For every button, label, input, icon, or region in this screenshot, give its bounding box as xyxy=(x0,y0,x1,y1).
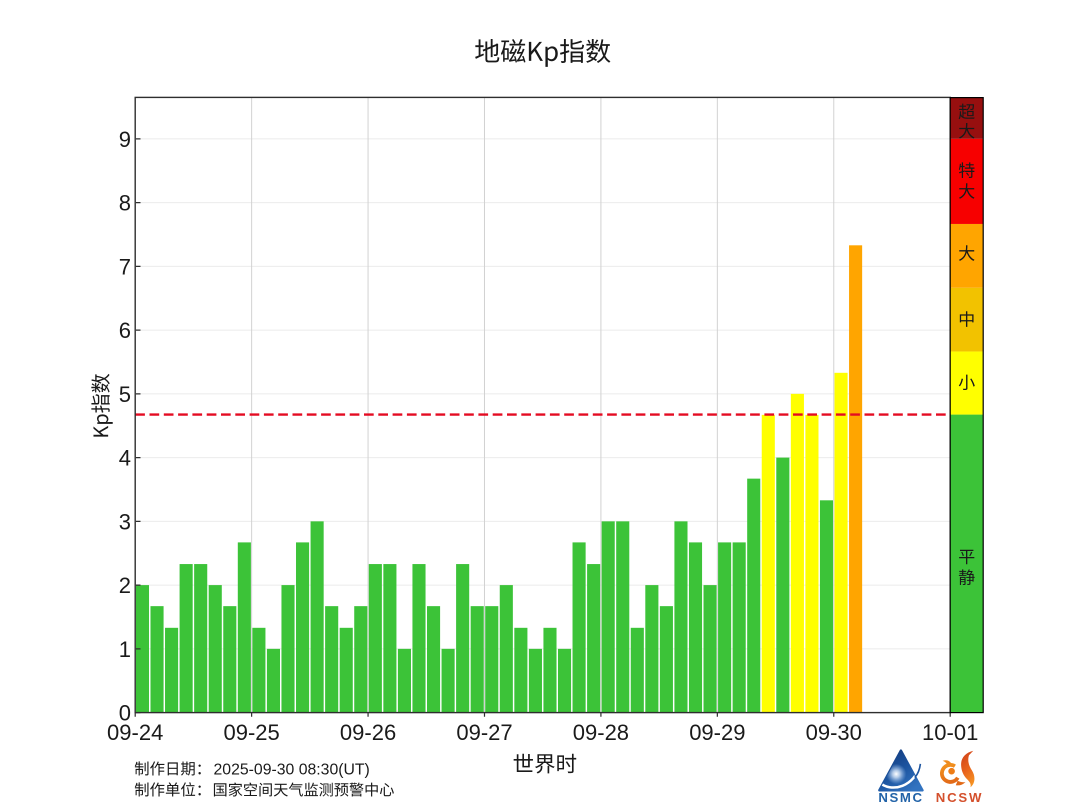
svg-text:09-30: 09-30 xyxy=(806,720,862,745)
svg-text:10-01: 10-01 xyxy=(922,720,978,745)
svg-text:NCSW: NCSW xyxy=(936,790,984,805)
svg-text:09-24: 09-24 xyxy=(107,720,163,745)
svg-text:6: 6 xyxy=(119,318,131,343)
svg-text:09-25: 09-25 xyxy=(223,720,279,745)
svg-text:1: 1 xyxy=(119,637,131,662)
svg-text:7: 7 xyxy=(119,254,131,279)
svg-text:09-28: 09-28 xyxy=(573,720,629,745)
svg-text:8: 8 xyxy=(119,191,131,216)
svg-text:09-27: 09-27 xyxy=(456,720,512,745)
svg-text:09-29: 09-29 xyxy=(689,720,745,745)
svg-text:09-26: 09-26 xyxy=(340,720,396,745)
svg-text:5: 5 xyxy=(119,382,131,407)
svg-text:2: 2 xyxy=(119,573,131,598)
svg-text:3: 3 xyxy=(119,509,131,534)
svg-text:4: 4 xyxy=(119,446,131,471)
svg-text:0: 0 xyxy=(119,701,131,726)
svg-text:9: 9 xyxy=(119,127,131,152)
svg-text:NSMC: NSMC xyxy=(878,790,923,805)
svg-text:2025-09-30 08:30(UT): 2025-09-30 08:30(UT) xyxy=(214,761,370,778)
